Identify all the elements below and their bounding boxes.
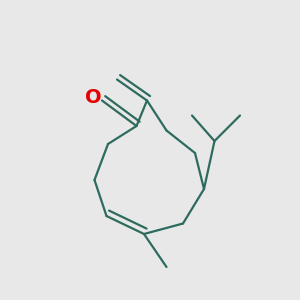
Text: O: O	[85, 88, 102, 107]
